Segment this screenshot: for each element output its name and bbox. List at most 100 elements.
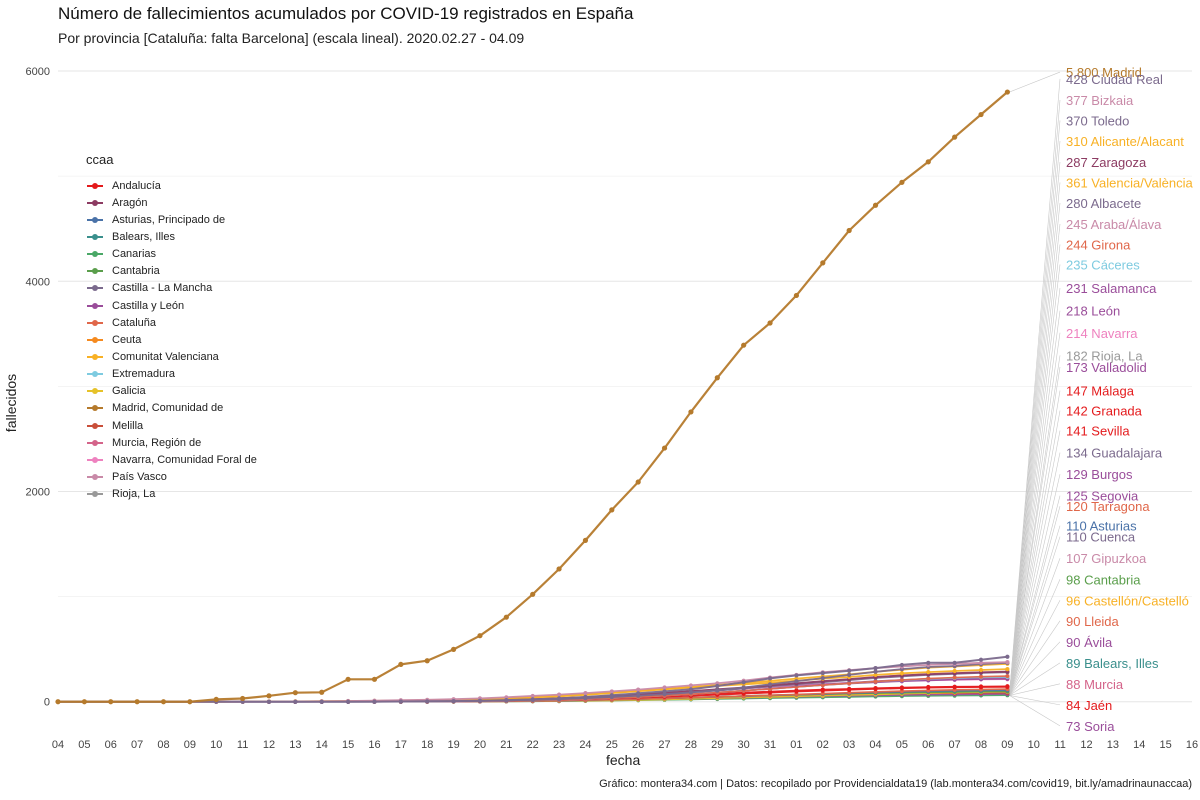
leader-line [1009,525,1061,696]
series-end-label: 280 Albacete [1066,196,1141,211]
source-caption: Gráfico: montera34.com | Datos: recopila… [599,778,1192,790]
x-tick-label: 26 [632,739,644,751]
data-point [978,684,984,689]
chart-subtitle: Por provincia [Cataluña: falta Barcelona… [58,30,525,46]
data-point [688,690,694,695]
data-point [1005,673,1010,679]
x-tick-label: 01 [790,739,802,751]
x-axis-label: fecha [606,752,641,768]
series-end-label: 110 Asturias [1066,519,1137,534]
legend-swatch [86,198,104,208]
x-tick-label: 15 [342,739,354,751]
leader-line [1009,410,1061,696]
x-tick-label: 23 [553,739,565,751]
y-axis-label: fallecidos [3,373,20,433]
data-point [371,676,378,682]
data-point [926,669,931,675]
data-point [1004,89,1010,95]
series-end-label: 182 Rioja, La [1066,348,1143,363]
data-point [609,507,615,513]
leader-line [1009,366,1061,696]
legend-label: Madrid, Comunidad de [112,402,224,415]
data-point [345,699,351,704]
leader-line [1009,536,1061,696]
data-point [160,699,167,705]
leader-line [1009,332,1061,696]
x-tick-label: 13 [1107,739,1119,751]
data-point [952,660,957,665]
data-point [952,684,957,689]
data-point [899,179,905,185]
series-end-label: 89 Balears, Illes [1066,656,1159,671]
data-point [213,696,219,703]
legend-label: Castilla - La Mancha [112,282,213,295]
x-tick-label: 20 [474,739,486,751]
data-point [926,676,931,681]
leader-line [1009,288,1061,696]
data-point [1005,684,1010,689]
data-point [952,134,958,140]
data-point [899,677,905,683]
data-point [1005,659,1010,665]
data-point [714,375,720,381]
series-end-label: 90 Ávila [1066,635,1113,650]
x-tick-label: 08 [157,739,169,751]
x-tick-label: 16 [368,739,380,751]
data-point [81,699,87,705]
data-point [926,684,931,690]
data-point [266,693,272,699]
legend-label: País Vasco [112,470,167,483]
data-point [556,696,562,701]
data-point [688,683,694,688]
legend-item: Navarra, Comunidad Foral de [86,451,257,468]
series-end-label: 90 Lleida [1066,614,1120,629]
series-end-label: 110 Cuenca [1066,530,1136,545]
legend-item: Rioja, La [86,486,257,503]
legend-swatch [86,438,104,448]
x-tick-label: 30 [738,739,750,751]
series-end-label: 84 Jaén [1066,698,1112,713]
legend-item: País Vasco [86,468,257,485]
data-point [556,566,562,572]
series-end-label: 218 León [1066,304,1120,319]
legend-swatch [86,352,104,362]
data-point [636,687,641,692]
x-tick-label: 14 [316,739,328,751]
legend-label: Extremadura [112,368,175,381]
x-tick-label: 12 [263,739,275,751]
data-point [372,699,377,704]
series-end-label: 107 Gipuzkoa [1066,551,1147,566]
series-end-label: 147 Málaga [1066,384,1135,399]
data-point [583,694,588,700]
data-point [899,662,905,668]
data-point [978,667,984,673]
series-lines [55,89,1010,705]
x-tick-label: 05 [78,739,90,751]
data-point [873,672,878,678]
legend-swatch [86,472,104,482]
legend-item: Ceuta [86,331,257,348]
x-tick-label: 29 [711,739,723,751]
data-point [266,699,272,704]
series-end-label: 141 Sevilla [1066,424,1130,439]
legend-item: Asturias, Principado de [86,211,257,228]
legend-item: Madrid, Comunidad de [86,400,257,417]
x-tick-label: 11 [1054,739,1065,751]
data-point [1005,654,1010,659]
leader-line [1009,683,1061,696]
x-tick-label: 12 [1080,739,1092,751]
x-tick-label: 13 [289,739,301,751]
data-point [134,699,140,705]
data-point [715,683,720,689]
data-point [662,685,667,690]
data-point [925,159,931,165]
data-point [794,679,799,684]
legend-item: Cantabria [86,263,257,280]
legend-item: Canarias [86,246,257,263]
data-point [556,692,562,697]
series-end-label: 120 Tarragona [1066,499,1150,514]
leader-line [1009,161,1061,696]
x-tick-label: 21 [500,739,512,751]
legend-swatch [86,455,104,465]
data-point [292,690,298,696]
